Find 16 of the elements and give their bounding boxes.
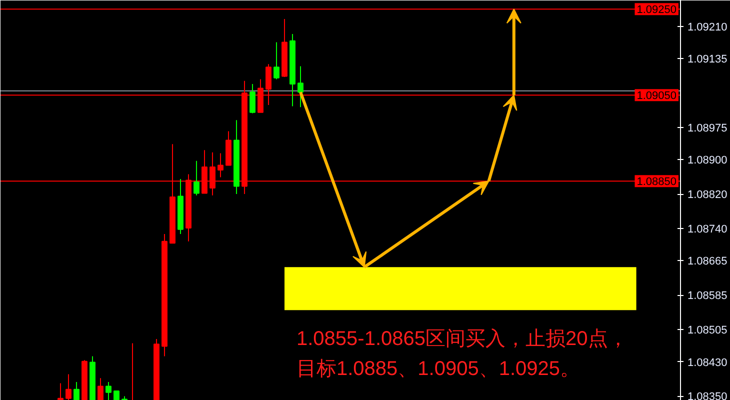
y-tick-label: 1.08900 — [688, 154, 728, 167]
y-tick-label: 1.08505 — [688, 324, 728, 337]
y-tick-label: 1.09210 — [688, 21, 728, 34]
y-tick-label: 1.09135 — [688, 54, 728, 66]
annotation: 1.0855-1.0865区间买入，止损20点， — [296, 328, 628, 350]
y-tick-label: 1.08665 — [688, 256, 728, 268]
ref-line-label: 1.09050 — [636, 90, 677, 102]
ref-line-label: 1.09250 — [636, 4, 677, 16]
y-tick-label: 1.08585 — [688, 290, 728, 302]
y-tick-label: 1.08350 — [688, 391, 728, 400]
y-tick-label: 1.08975 — [688, 122, 728, 134]
y-tick-label: 1.08820 — [688, 189, 728, 202]
y-tick-label: 1.08430 — [688, 356, 728, 369]
ref-line-label: 1.08850 — [636, 176, 677, 188]
annotation: 目标1.0885、1.0905、1.0925。 — [296, 358, 580, 380]
y-tick-label: 1.08740 — [688, 223, 728, 236]
